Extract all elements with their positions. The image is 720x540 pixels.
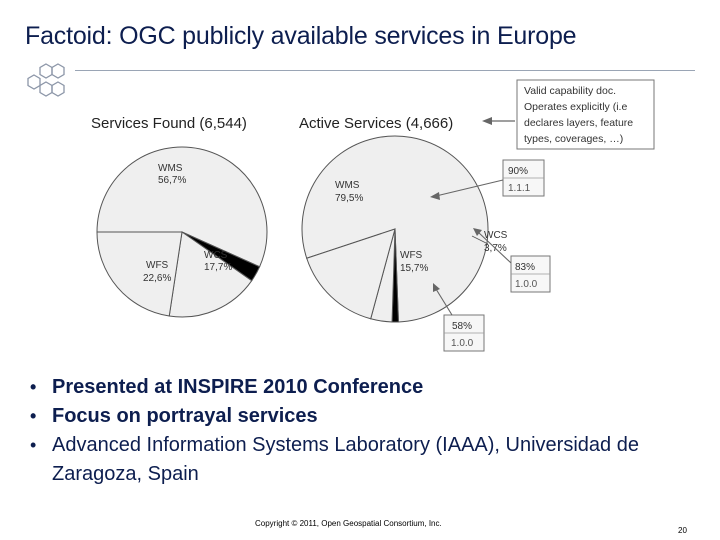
pie0-wfs-label: WFS bbox=[146, 260, 169, 271]
pie1-wms-label: WMS bbox=[335, 180, 360, 191]
arrow-wfs-callout bbox=[435, 288, 453, 316]
arrowhead-wfs-icon bbox=[433, 283, 440, 292]
pie-active-services bbox=[301, 135, 489, 323]
pie0-wcs-slice bbox=[168, 231, 253, 318]
page-number: 20 bbox=[678, 526, 687, 535]
copyright-notice: Copyright © 2011, Open Geospatial Consor… bbox=[255, 519, 442, 528]
wfs-callout-pct: 58% bbox=[452, 321, 472, 332]
wcs-leader-line bbox=[471, 235, 489, 245]
title-rule bbox=[75, 70, 695, 71]
arrow-wms-callout bbox=[435, 179, 504, 197]
pie1-wms-pct: 79,5% bbox=[335, 193, 363, 204]
bullet-item: Advanced Information Systems Laboratory … bbox=[30, 431, 710, 489]
capability-line-2: Operates explicitly (i.e bbox=[524, 101, 627, 113]
pie-title-services-found: Services Found (6,544) bbox=[91, 115, 247, 132]
pie0-wms-pct: 56,7% bbox=[158, 175, 186, 186]
pie1-wfs-pct: 15,7% bbox=[400, 263, 428, 274]
pie0-wcs-label: WCS bbox=[204, 250, 228, 261]
arrow-wcs-callout bbox=[477, 231, 512, 264]
pie0-wcs-pct: 17,7% bbox=[204, 262, 232, 273]
pie1-wfs-label: WFS bbox=[400, 250, 423, 261]
wfs-callout-version: 1.0.0 bbox=[451, 338, 474, 349]
pie-services-found bbox=[96, 146, 268, 318]
wcs-callout-pct: 83% bbox=[515, 262, 535, 273]
arrowhead-wcs-icon bbox=[473, 228, 482, 236]
pie1-wfs-slice bbox=[306, 228, 396, 320]
pie0-wms-slice bbox=[96, 146, 268, 268]
wms-callout-version: 1.1.1 bbox=[508, 183, 531, 194]
bullet-item: Presented at INSPIRE 2010 Conference bbox=[30, 373, 710, 402]
capability-callout-box bbox=[516, 79, 655, 150]
wms-callout-pct: 90% bbox=[508, 166, 528, 177]
bullet-list: Presented at INSPIRE 2010 Conference Foc… bbox=[30, 373, 710, 489]
bullet-item: Focus on portrayal services bbox=[30, 402, 710, 431]
arrowhead-title-icon bbox=[482, 117, 492, 125]
pie0-wfs-slice bbox=[96, 231, 183, 317]
wcs-callout-version: 1.0.0 bbox=[515, 279, 538, 290]
hexagon-logo-icon bbox=[27, 63, 65, 97]
pie0-wms-label: WMS bbox=[158, 163, 183, 174]
pie-title-active-services: Active Services (4,666) bbox=[299, 115, 453, 132]
capability-line-3: declares layers, feature bbox=[524, 117, 633, 129]
pie0-wfs-pct: 22,6% bbox=[143, 273, 171, 284]
slide-title: Factoid: OGC publicly available services… bbox=[25, 22, 577, 50]
pie1-wcs-label: WCS bbox=[484, 230, 508, 241]
capability-line-1: Valid capability doc. bbox=[524, 85, 616, 97]
pie-charts: Services Found (6,544) Active Services (… bbox=[91, 79, 655, 352]
arrowhead-wms-icon bbox=[430, 192, 440, 200]
capability-line-4: types, coverages, …) bbox=[524, 133, 623, 145]
